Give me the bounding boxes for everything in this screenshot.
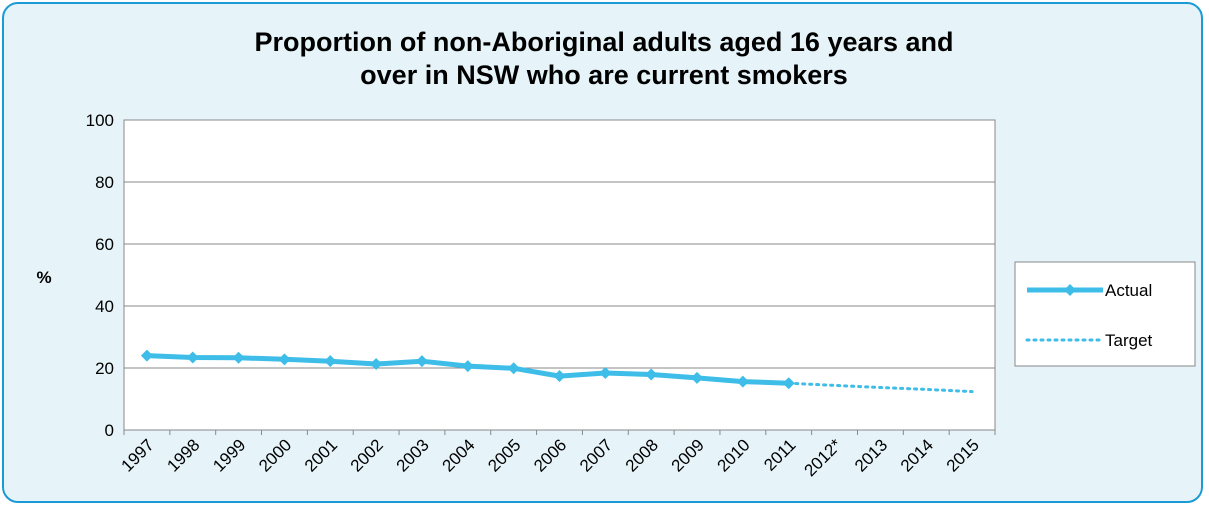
legend-actual-marker [1064,284,1076,296]
data-point [140,349,153,362]
x-tick-label: 2007 [576,435,616,475]
plot-area [123,119,996,431]
y-axis-ticks: 0 20 40 60 80 100 [86,111,114,440]
x-tick-label: 1998 [163,435,203,475]
data-point [232,351,245,364]
x-tick-label: 2000 [255,435,295,475]
x-tick-label: 2010 [714,435,754,475]
legend-target-label: Target [1105,331,1153,350]
x-tick-label: 2003 [393,435,433,475]
y-axis-label: % [36,268,51,287]
data-point [278,353,291,366]
gridlines [124,181,995,369]
x-tick-label: 2004 [438,435,478,475]
chart-title-line-1: Proportion of non-Aboriginal adults aged… [254,27,953,57]
legend-actual-label: Actual [1105,281,1152,300]
data-point [645,368,658,381]
data-point [736,375,749,388]
x-tick-label: 1999 [209,435,249,475]
x-tick-label: 2008 [622,435,662,475]
x-tick-label: 2014 [897,435,937,475]
x-tick-label: 2005 [484,435,524,475]
chart-title-line-2: over in NSW who are current smokers [360,60,848,90]
x-tick-label: 2006 [530,435,570,475]
data-point [324,355,337,368]
x-tick-label: 2013 [851,435,891,475]
x-tick-label: 2011 [760,435,799,474]
y-tick-label: 40 [95,297,114,316]
data-point [415,355,428,368]
series-line-target [787,381,974,394]
y-tick-label: 80 [95,173,114,192]
data-point [186,351,199,364]
chart-title: Proportion of non-Aboriginal adults aged… [254,27,953,90]
x-tick-label: 2012* [801,435,846,480]
x-tick-label: 1997 [118,435,158,475]
legend: Actual Target [1014,261,1196,367]
series [140,349,974,394]
y-tick-label: 60 [95,235,114,254]
x-tick-label: 2015 [943,435,983,475]
y-tick-label: 20 [95,359,114,378]
x-tick-label: 2002 [347,435,387,475]
y-tick-label: 100 [86,111,114,130]
legend-box [1014,261,1196,367]
data-point [507,362,520,375]
x-tick-label: 2001 [301,435,341,475]
data-point [370,357,383,370]
x-tick-label: 2009 [668,435,708,475]
y-tick-label: 0 [105,421,114,440]
data-point [691,371,704,384]
x-axis-ticks: 1997 1998 1999 2000 2001 2002 2003 2004 2005 2006… [118,430,996,480]
data-point [553,370,566,383]
data-point [461,360,474,373]
data-point [599,366,612,379]
